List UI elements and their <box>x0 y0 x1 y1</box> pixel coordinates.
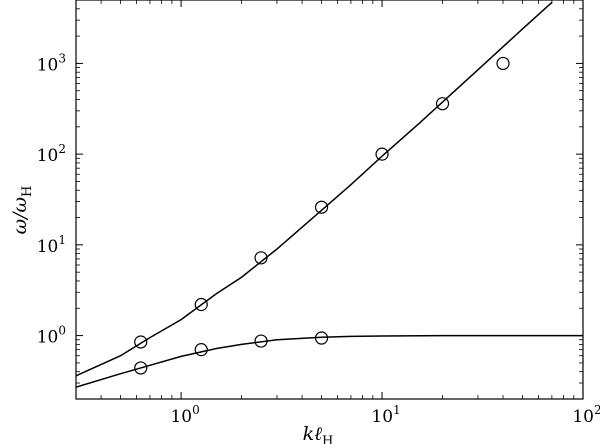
data-point-marker <box>134 335 148 349</box>
plot-series <box>76 1 583 388</box>
series-line-1 <box>76 1 553 377</box>
plot-frame <box>75 0 584 400</box>
data-point-marker <box>134 361 148 375</box>
data-point-marker <box>375 147 389 161</box>
x-tick-label: 102 <box>572 403 600 427</box>
x-tick-label: 101 <box>371 403 400 427</box>
data-point-marker <box>194 297 208 312</box>
data-point-marker <box>194 343 208 357</box>
axis-ticks <box>75 0 584 400</box>
x-axis-label: kℓH <box>303 423 334 444</box>
data-point-marker <box>254 251 268 265</box>
data-point-marker <box>254 334 268 348</box>
y-tick-label: 101 <box>37 233 66 257</box>
y-tick-label: 103 <box>37 51 66 75</box>
data-point-marker <box>314 200 329 214</box>
series-line-2 <box>76 334 583 388</box>
y-axis-label: ω/ωH <box>9 186 35 235</box>
tick-labels: 100 101 102 100 101 102 103 <box>37 51 600 427</box>
x-tick-label: 100 <box>170 403 199 427</box>
y-tick-label: 100 <box>37 324 66 348</box>
data-point-marker <box>496 56 510 71</box>
y-tick-label: 102 <box>37 142 66 166</box>
data-point-marker <box>435 97 450 111</box>
data-point-marker <box>314 331 329 345</box>
